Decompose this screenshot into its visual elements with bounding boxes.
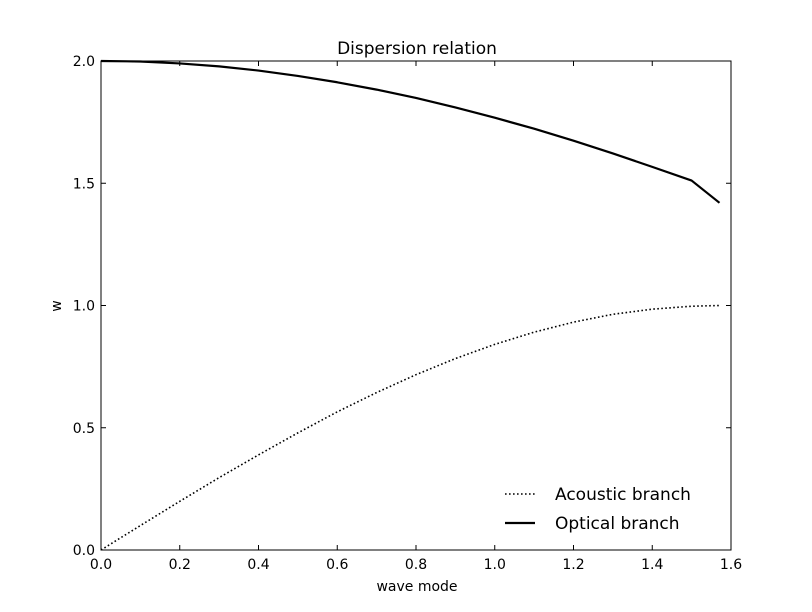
y-axis-label: w xyxy=(49,300,65,311)
x-tick-label: 0.4 xyxy=(247,557,269,573)
series-line-0 xyxy=(100,304,720,551)
y-tick-label: 2.0 xyxy=(73,54,95,70)
axes-frame xyxy=(100,60,732,551)
legend-label-0: Acoustic branch xyxy=(555,485,691,505)
legend: Acoustic branch Optical branch xyxy=(505,485,691,534)
plot-area: 0.0 0.2 0.4 0.6 0.8 1.0 1.2 1.4 1.6 0.0 0.5 1.0 1.5 2… xyxy=(73,54,742,573)
series-line-1 xyxy=(100,59,721,204)
x-tick-label: 1.0 xyxy=(484,557,506,573)
x-axis-label: wave mode xyxy=(376,579,457,595)
y-tick-label: 1.5 xyxy=(73,176,95,192)
x-tick-label: 1.2 xyxy=(562,557,584,573)
x-tick-label: 0.0 xyxy=(90,557,112,573)
chart-title: Dispersion relation xyxy=(337,39,497,59)
legend-label-1: Optical branch xyxy=(555,514,680,534)
y-tick-label: 1.0 xyxy=(73,299,95,315)
y-tick-label: 0.5 xyxy=(73,421,95,437)
x-tick-label: 0.6 xyxy=(326,557,348,573)
x-tick-label: 1.6 xyxy=(720,557,742,573)
y-tick-label: 0.0 xyxy=(73,543,95,559)
x-tick-label: 0.2 xyxy=(169,557,191,573)
x-tick-label: 1.4 xyxy=(641,557,663,573)
x-tick-label: 0.8 xyxy=(405,557,427,573)
